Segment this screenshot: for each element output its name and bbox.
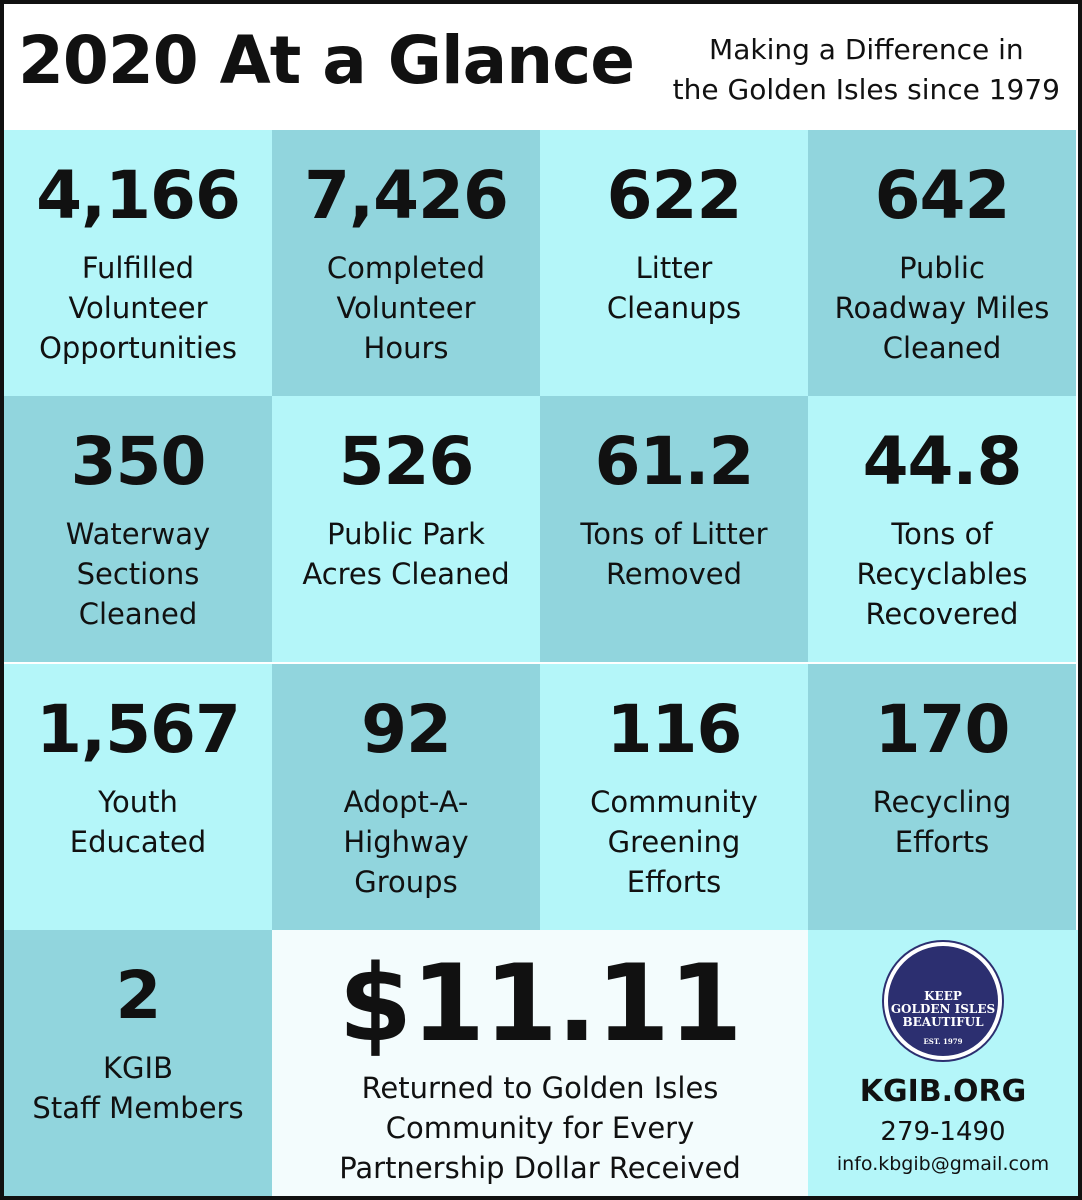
stat-label-line: Recycling (872, 785, 1012, 819)
stat-label-line: Cleaned (882, 331, 1002, 365)
logo-text: EST. 1979 (923, 1037, 963, 1046)
logo-text: BEAUTIFUL (902, 1015, 984, 1029)
stat-label-line: Volunteer (336, 291, 476, 325)
stat-number: 2 (115, 957, 162, 1034)
stat-label-line: Litter (635, 251, 713, 285)
stat-number: 1,567 (36, 691, 241, 768)
stat-label-line: Efforts (626, 865, 722, 899)
stat-number: 642 (874, 157, 1011, 234)
stat-label: Tons of Recyclables Recovered (808, 514, 1076, 634)
stat-label-line: Greening (607, 825, 741, 859)
tagline-line: the Golden Isles since 1979 (672, 73, 1060, 106)
stat-label: Litter Cleanups (540, 248, 808, 328)
stat-card: 116 Community Greening Efforts (540, 664, 808, 930)
stat-label-line: Removed (605, 557, 743, 591)
stat-label-line: Staff Members (32, 1091, 244, 1125)
stat-label-line: Sections (76, 557, 200, 591)
stat-label-line: Highway (343, 825, 469, 859)
logo-text: KEEP (924, 989, 962, 1003)
return-label-line: Community for Every (385, 1111, 695, 1145)
stat-label: Youth Educated (4, 782, 272, 862)
stat-label-line: Recyclables (856, 557, 1028, 591)
stat-card: 526 Public Park Acres Cleaned (272, 396, 540, 662)
contact-card: KEEP GOLDEN ISLES BEAUTIFUL EST. 1979 KGIB.O… (808, 930, 1078, 1196)
stat-label-line: Cleanups (606, 291, 742, 325)
stat-card: 4,166 Fulfilled Volunteer Opportunities (4, 130, 272, 396)
stat-label-line: Public (899, 251, 985, 285)
stat-label-line: Acres Cleaned (302, 557, 510, 591)
stat-label-line: Youth (98, 785, 178, 819)
stat-label-line: Completed (326, 251, 486, 285)
header: 2020 At a Glance Making a Difference in … (4, 4, 1078, 130)
stat-label: Public Roadway Miles Cleaned (808, 248, 1076, 368)
title: 2020 At a Glance (18, 22, 635, 99)
stat-label-line: Public Park (327, 517, 485, 551)
stat-label-line: KGIB (103, 1051, 173, 1085)
stat-card: 61.2 Tons of Litter Removed (540, 396, 808, 662)
stat-card: 622 Litter Cleanups (540, 130, 808, 396)
stat-number: 350 (70, 423, 207, 500)
phone: 279-1490 (880, 1117, 1006, 1147)
stat-label-line: Educated (69, 825, 207, 859)
stat-number: 7,426 (304, 157, 509, 234)
return-card: $11.11 Returned to Golden Isles Community … (272, 930, 808, 1196)
stat-number: 526 (338, 423, 475, 500)
stat-label-line: Roadway Miles (834, 291, 1050, 325)
stat-card: 7,426 Completed Volunteer Hours (272, 130, 540, 396)
stat-number: 92 (361, 691, 452, 768)
return-label: Returned to Golden Isles Community for Ev… (272, 1068, 808, 1188)
stat-label-line: Tons of (891, 517, 993, 551)
stat-label: Completed Volunteer Hours (272, 248, 540, 368)
stat-number: 4,166 (36, 157, 241, 234)
stat-label: Waterway Sections Cleaned (4, 514, 272, 634)
logo: KEEP GOLDEN ISLES BEAUTIFUL EST. 1979 (884, 942, 1002, 1060)
stat-number: 44.8 (862, 423, 1023, 500)
stat-label-line: Efforts (894, 825, 990, 859)
stat-label: Community Greening Efforts (540, 782, 808, 902)
tagline-line: Making a Difference in (709, 33, 1024, 66)
stat-number: 116 (606, 691, 743, 768)
return-label-line: Returned to Golden Isles (361, 1071, 719, 1105)
stat-number: 61.2 (594, 423, 755, 500)
email: info.kbgib@gmail.com (836, 1153, 1050, 1175)
stat-card: 92 Adopt-A- Highway Groups (272, 664, 540, 930)
stat-label-line: Tons of Litter (580, 517, 768, 551)
stat-card: 2 KGIB Staff Members (4, 930, 272, 1196)
stat-label: Public Park Acres Cleaned (272, 514, 540, 594)
stat-label-line: Waterway (65, 517, 211, 551)
stat-label: Tons of Litter Removed (540, 514, 808, 594)
logo-text: GOLDEN ISLES (890, 1002, 996, 1016)
stat-label: KGIB Staff Members (4, 1048, 272, 1128)
stat-card: 1,567 Youth Educated (4, 664, 272, 930)
stat-card: 350 Waterway Sections Cleaned (4, 396, 272, 662)
stat-label-line: Hours (363, 331, 449, 365)
stat-card: 642 Public Roadway Miles Cleaned (808, 130, 1076, 396)
stat-label: Fulfilled Volunteer Opportunities (4, 248, 272, 368)
stat-label-line: Groups (354, 865, 458, 899)
stat-label-line: Adopt-A- (343, 785, 469, 819)
stat-label-line: Cleaned (78, 597, 198, 631)
stat-number: 622 (606, 157, 743, 234)
stat-label-line: Opportunities (39, 331, 237, 365)
stat-label-line: Recovered (865, 597, 1019, 631)
return-label-line: Partnership Dollar Received (339, 1151, 741, 1185)
stat-label: Recycling Efforts (808, 782, 1076, 862)
stat-label-line: Community (590, 785, 758, 819)
return-number: $11.11 (338, 942, 742, 1065)
stat-label: Adopt-A- Highway Groups (272, 782, 540, 902)
stat-number: 170 (874, 691, 1011, 768)
stat-label-line: Volunteer (68, 291, 208, 325)
stat-card: 170 Recycling Efforts (808, 664, 1076, 930)
tagline: Making a Difference in the Golden Isles … (673, 30, 1060, 110)
website: KGIB.ORG (859, 1074, 1027, 1109)
stat-card: 44.8 Tons of Recyclables Recovered (808, 396, 1076, 662)
stat-label-line: Fulfilled (81, 251, 195, 285)
